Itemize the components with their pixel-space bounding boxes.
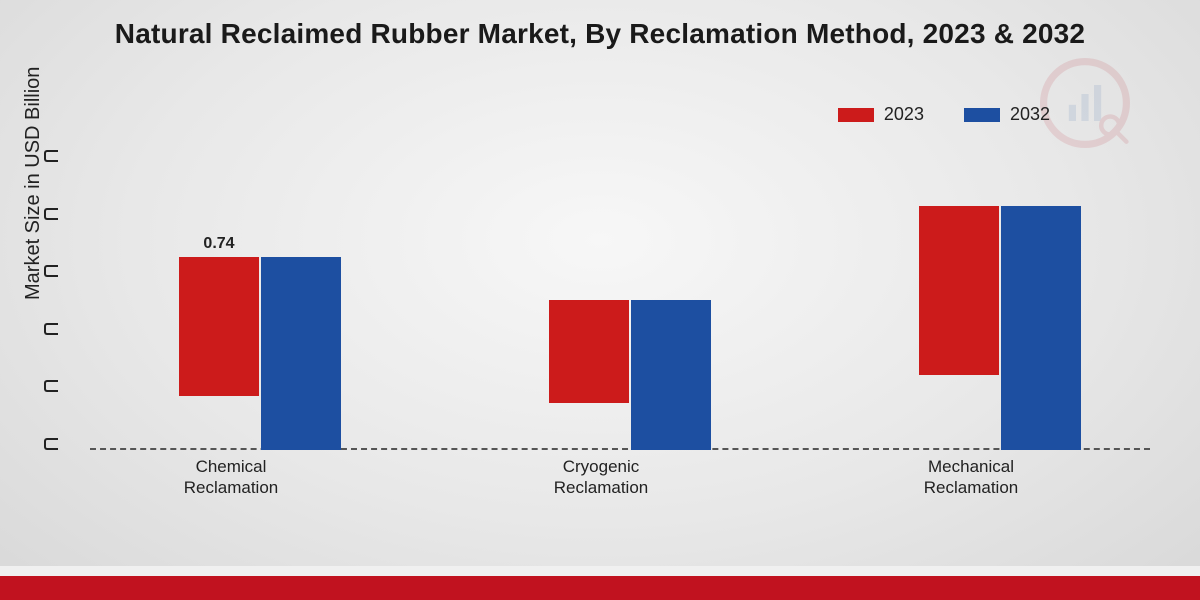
y-axis-ticks <box>44 150 64 450</box>
legend-swatch-2023 <box>838 108 874 122</box>
legend-item-2032: 2032 <box>964 104 1050 125</box>
bar-2023-1 <box>549 300 629 403</box>
x-axis-label: ChemicalReclamation <box>121 456 341 499</box>
y-tick <box>44 265 58 277</box>
legend-item-2023: 2023 <box>838 104 924 125</box>
y-tick <box>44 438 58 450</box>
y-tick <box>44 208 58 220</box>
x-axis-labels: ChemicalReclamation CryogenicReclamation M… <box>90 456 1150 516</box>
legend-label-2032: 2032 <box>1010 104 1050 125</box>
bar-group <box>520 300 740 450</box>
chart-title: Natural Reclaimed Rubber Market, By Recl… <box>0 0 1200 50</box>
bar-2032-0 <box>261 257 341 450</box>
bar-group: 0.74 <box>150 257 370 450</box>
legend-label-2023: 2023 <box>884 104 924 125</box>
bar-2023-2 <box>919 206 999 375</box>
bar-group <box>890 206 1110 450</box>
legend-swatch-2032 <box>964 108 1000 122</box>
bar-2032-2 <box>1001 206 1081 450</box>
bar-2032-1 <box>631 300 711 450</box>
x-axis-label: CryogenicReclamation <box>491 456 711 499</box>
y-axis-label: Market Size in USD Billion <box>22 67 45 300</box>
legend: 2023 2032 <box>838 104 1050 125</box>
y-tick <box>44 380 58 392</box>
watermark-logo-icon <box>1040 58 1130 148</box>
bar-value-label: 0.74 <box>203 235 234 253</box>
bar-2023-0: 0.74 <box>179 257 259 396</box>
y-tick <box>44 150 58 162</box>
bottom-accent-strip <box>0 576 1200 600</box>
plot-area: 0.74 <box>90 150 1150 450</box>
y-tick <box>44 323 58 335</box>
x-axis-label: MechanicalReclamation <box>861 456 1081 499</box>
